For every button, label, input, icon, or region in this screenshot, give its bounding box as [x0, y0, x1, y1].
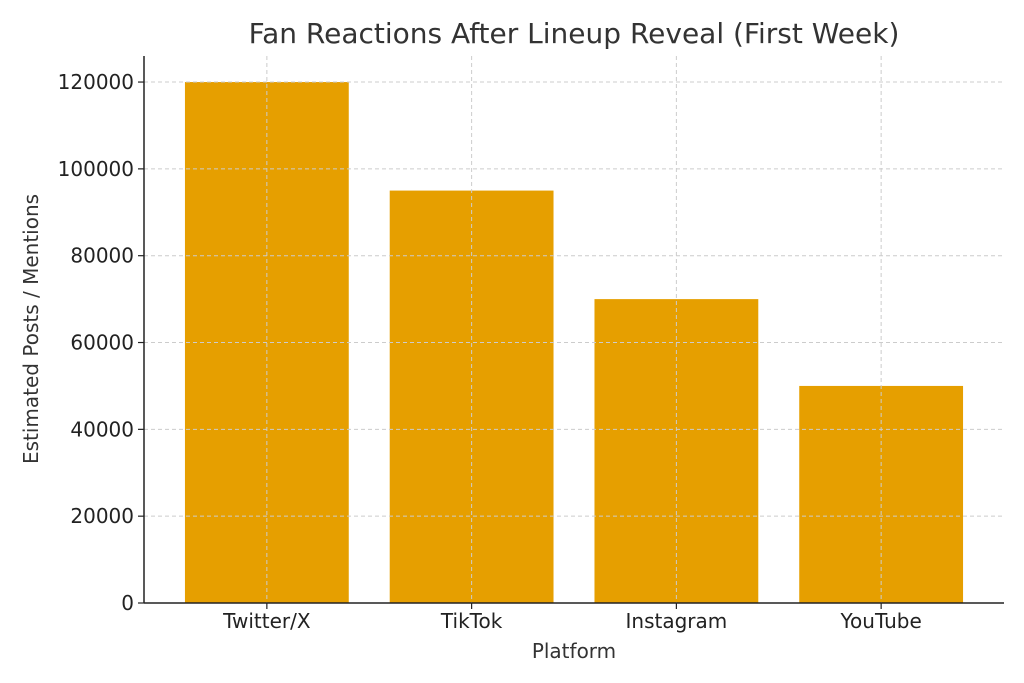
y-tick-label: 80000 — [70, 244, 134, 268]
y-tick-label: 0 — [121, 591, 134, 615]
x-tick-label: Instagram — [626, 609, 728, 633]
y-tick-label: 60000 — [70, 331, 134, 355]
y-tick-label: 100000 — [58, 157, 134, 181]
y-tick-label: 40000 — [70, 417, 134, 441]
x-tick-label: YouTube — [839, 609, 921, 633]
x-tick-label: Twitter/X — [222, 609, 311, 633]
x-tick-label: TikTok — [440, 609, 503, 633]
x-axis-label: Platform — [532, 639, 616, 663]
y-tick-label: 120000 — [58, 70, 134, 94]
y-tick-label: 20000 — [70, 504, 134, 528]
y-axis-label: Estimated Posts / Mentions — [19, 194, 43, 464]
chart-title: Fan Reactions After Lineup Reveal (First… — [249, 17, 900, 50]
y-axis-ticks: 0 20000 40000 60000 80000 100000 120000 — [58, 70, 144, 615]
x-axis-ticks: Twitter/X TikTok Instagram YouTube — [222, 603, 922, 633]
